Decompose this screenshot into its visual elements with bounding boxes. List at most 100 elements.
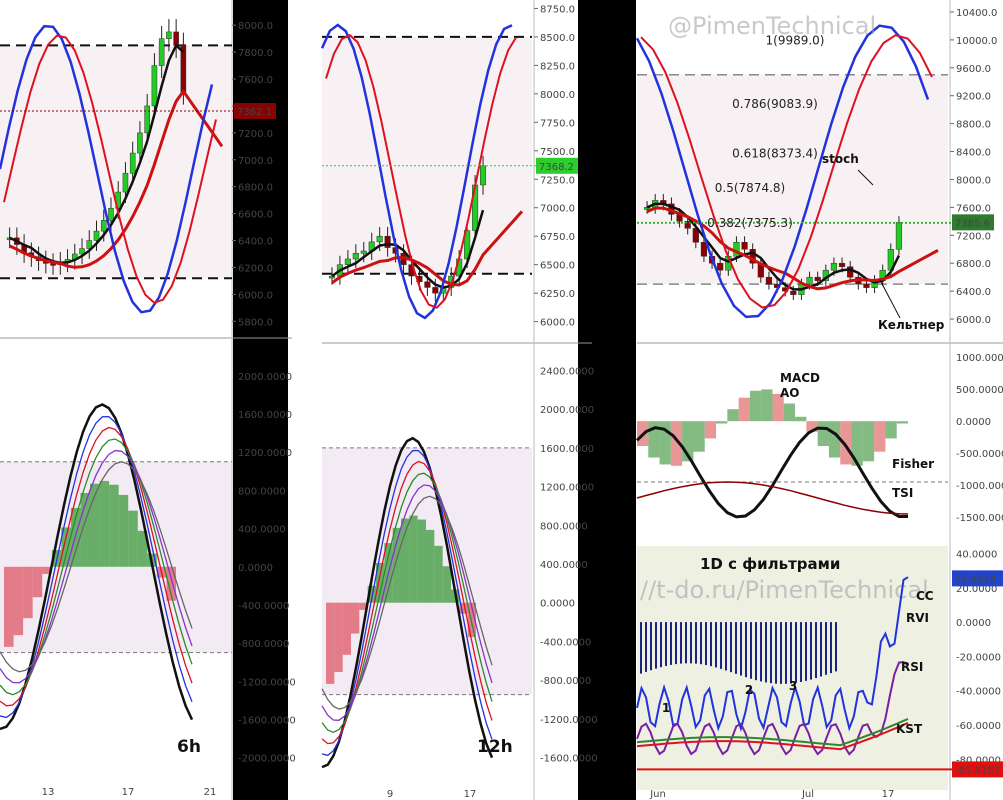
osc-tick-label: -1600.0000 bbox=[238, 716, 296, 727]
osc-tick-label: -800.0000 bbox=[238, 639, 289, 650]
price-tick-label: 8000.0 bbox=[238, 21, 273, 32]
price-tick-label: 6000.0 bbox=[238, 290, 273, 301]
oscillator-line bbox=[321, 449, 493, 757]
osc-histogram-bar bbox=[4, 566, 14, 647]
price-tick-label: 6750.0 bbox=[540, 232, 575, 243]
osc-tick-label: 400.0000 bbox=[540, 560, 588, 571]
price-tick-label: 8250.0 bbox=[540, 61, 575, 72]
filter-tick-label: -60.0000 bbox=[956, 721, 1001, 732]
oscillator-line bbox=[0, 449, 193, 684]
price-tick-label: 7800.0 bbox=[238, 48, 273, 59]
price-tick-label: 8000.0 bbox=[540, 90, 575, 101]
x-tick-label: 21 bbox=[204, 787, 217, 798]
osc-histogram-bar bbox=[351, 602, 360, 634]
price-tick-label: 7750.0 bbox=[540, 118, 575, 129]
candle-body bbox=[806, 276, 813, 285]
price-tick-label: 6000.0 bbox=[540, 318, 575, 329]
macd-histogram-bar bbox=[682, 421, 694, 462]
candle-body bbox=[814, 276, 821, 281]
fib-level-label: 0.5(7874.8) bbox=[715, 181, 785, 195]
macd-histogram-bar bbox=[885, 421, 897, 439]
candle-body bbox=[717, 262, 724, 271]
candle-body bbox=[424, 281, 431, 288]
osc-histogram-bar bbox=[61, 527, 71, 567]
candle-body bbox=[79, 248, 85, 255]
macd-histogram-bar bbox=[749, 390, 762, 422]
osc-tick-label: -800.0000 bbox=[540, 676, 591, 687]
candle-body bbox=[93, 230, 100, 241]
stoch-d-line bbox=[3, 34, 217, 304]
filter-annotation: RVI bbox=[906, 611, 929, 625]
osc-histogram-bar bbox=[409, 515, 418, 603]
price-tick-label: 9600.0 bbox=[956, 64, 991, 75]
candle-body bbox=[129, 152, 136, 174]
macd-histogram-bar bbox=[659, 421, 671, 465]
candle-body bbox=[344, 258, 351, 265]
candle-body bbox=[838, 262, 846, 267]
oscillator-line bbox=[0, 461, 193, 673]
osc-tick-label: -400.0000 bbox=[540, 637, 591, 648]
osc-histogram-bar bbox=[118, 494, 129, 567]
oscillator-line bbox=[0, 438, 193, 696]
candle-body bbox=[741, 242, 748, 250]
filter-tick-label: 20.0000 bbox=[956, 584, 997, 595]
filter-tick-label: -80.0000 bbox=[956, 755, 1001, 766]
macd-histogram-bar bbox=[896, 421, 908, 424]
candle-body bbox=[86, 240, 93, 249]
price-tick-label: 5800.0 bbox=[238, 317, 273, 328]
price-tick-label: 10000.0 bbox=[956, 36, 997, 47]
filter-low-label: -85.8157 bbox=[955, 765, 1000, 776]
rsi-line bbox=[636, 660, 909, 756]
osc-histogram-bar bbox=[42, 566, 52, 574]
candle-body bbox=[376, 235, 383, 243]
candle-body bbox=[479, 165, 487, 186]
macd-histogram-bar bbox=[783, 403, 796, 422]
oscillator-line bbox=[0, 415, 193, 719]
macd-histogram-bar bbox=[648, 421, 660, 458]
annotation-keltner: Кельтнер bbox=[878, 318, 945, 332]
filter-last-badge bbox=[952, 570, 1003, 587]
moving-average-line bbox=[9, 43, 185, 264]
filter-annotation: CC bbox=[916, 589, 934, 603]
candle-body bbox=[847, 266, 854, 278]
last-price-label: 7362.1 bbox=[237, 107, 272, 118]
filter-annotation: RSI bbox=[901, 660, 923, 674]
stoch-k-line bbox=[320, 23, 513, 320]
candle-body bbox=[643, 207, 651, 210]
candle-body bbox=[863, 283, 870, 288]
candle-body bbox=[895, 222, 903, 250]
osc-histogram-bar bbox=[434, 545, 443, 603]
filter-title: 1D с фильтрами bbox=[700, 555, 840, 573]
filter-tick-label: 40.0000 bbox=[956, 549, 997, 560]
level-band bbox=[322, 36, 532, 274]
last-price-badge bbox=[952, 214, 994, 231]
x-tick-label: 17 bbox=[122, 787, 135, 798]
macd-tick-label: -1000.0000 bbox=[956, 481, 1003, 492]
macd-histogram-bar bbox=[704, 421, 717, 439]
osc-tick-label: 1200.0000 bbox=[238, 448, 292, 459]
osc-histogram-bar bbox=[13, 566, 24, 636]
wave-mark: 1 bbox=[662, 701, 670, 715]
macd-histogram-bar bbox=[727, 409, 739, 422]
moving-average-line bbox=[331, 209, 485, 289]
price-tick-label: 7000.0 bbox=[540, 204, 575, 215]
osc-histogram-bar bbox=[166, 566, 176, 601]
osc-tick-label: 400.0000 bbox=[238, 525, 286, 536]
price-tick-label: 7600.0 bbox=[238, 75, 273, 86]
osc-tick-label: 800.0000 bbox=[238, 486, 286, 497]
osc-histogram-bar bbox=[359, 602, 368, 610]
osc-histogram-bar bbox=[23, 566, 33, 619]
price-tick-label: 7200.0 bbox=[956, 231, 991, 242]
candle-body bbox=[173, 31, 179, 46]
candle-body bbox=[151, 65, 158, 107]
price-tick-label: 7000.0 bbox=[238, 156, 273, 167]
osc-tick-label: -2000.0000 bbox=[238, 754, 296, 765]
candle-body bbox=[830, 262, 838, 271]
price-tick-label: 6600.0 bbox=[238, 210, 273, 221]
price-tick-label: 6500.0 bbox=[540, 261, 575, 272]
kst-line bbox=[636, 717, 909, 747]
candle-body bbox=[749, 249, 756, 264]
price-tick-label: 7600.0 bbox=[956, 203, 991, 214]
osc-tick-label: 1600.0000 bbox=[238, 410, 292, 421]
